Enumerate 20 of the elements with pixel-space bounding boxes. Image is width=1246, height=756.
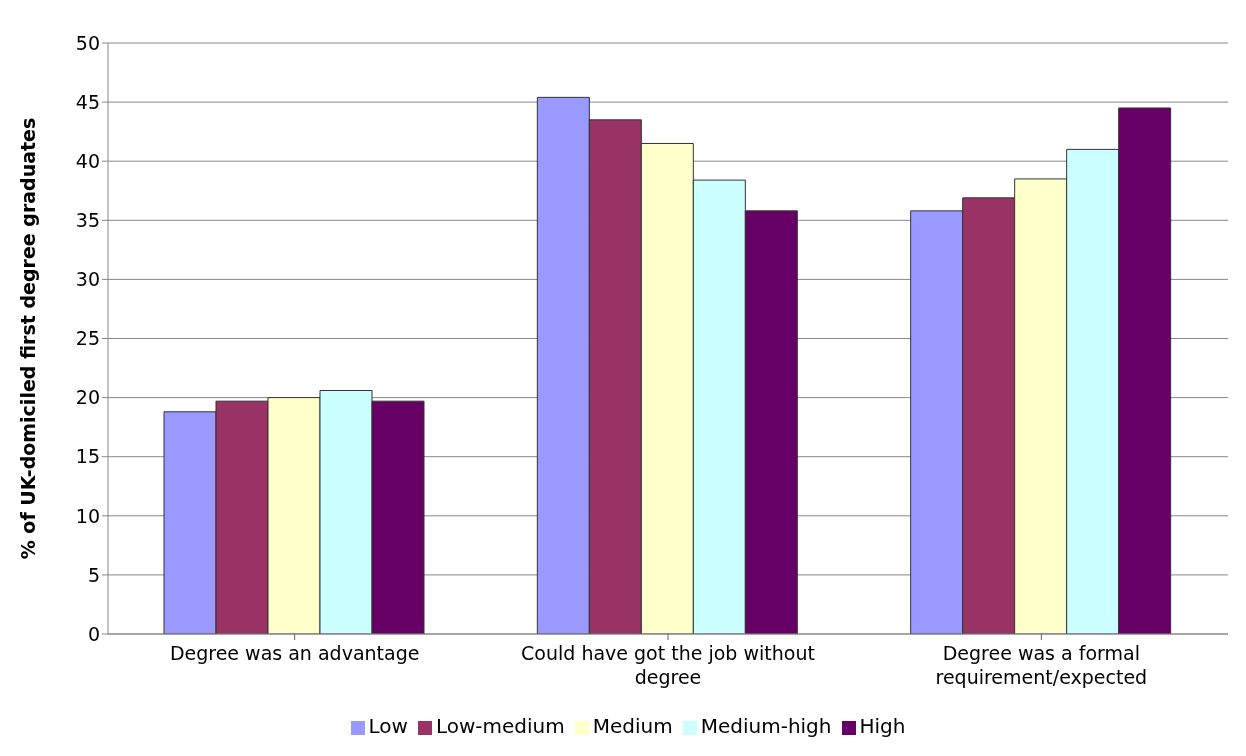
y-tick-label: 35 <box>75 209 100 232</box>
legend-label: Medium <box>592 714 673 738</box>
y-tick-label: 0 <box>87 622 100 645</box>
y-tick-label: 50 <box>75 31 100 54</box>
y-tick-label: 10 <box>75 504 100 527</box>
y-tick-label: 45 <box>75 90 100 113</box>
x-tick-label: Degree was an advantage <box>169 642 420 664</box>
y-tick-label: 5 <box>87 563 100 586</box>
y-tick-label: 25 <box>75 327 100 350</box>
y-tick-label: 15 <box>75 445 100 468</box>
legend-label: Low-medium <box>435 714 565 738</box>
legend-label: Low <box>368 714 408 738</box>
legend-label: Medium-high <box>700 714 832 738</box>
y-axis-title: % of UK-domiciled first degree graduates <box>16 117 39 560</box>
y-tick-label: 20 <box>75 386 100 409</box>
y-tick-label: 30 <box>75 268 100 291</box>
y-tick-label: 40 <box>75 149 100 172</box>
legend-label: High <box>859 714 906 738</box>
x-tick-label: Degree was a formal requirement/expected <box>935 642 1148 688</box>
x-tick-label: Could have got the job without degree <box>521 642 815 688</box>
